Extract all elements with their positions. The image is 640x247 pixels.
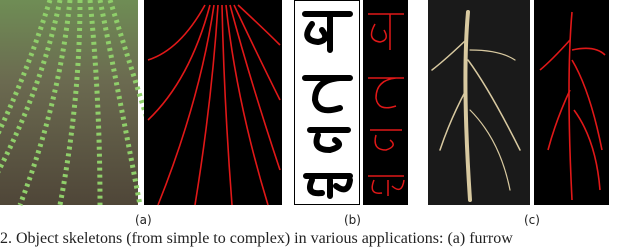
field-skeleton: [144, 0, 282, 206]
field-photo: [0, 0, 163, 206]
panel-label: (b): [344, 213, 361, 227]
panel-label: (a): [135, 213, 152, 227]
root-photo: [428, 0, 530, 205]
caption: 2. Object skeletons (from simple to comp…: [0, 230, 513, 247]
character-images: [294, 0, 408, 205]
panel-label: (c): [524, 213, 540, 227]
root-skeleton: [534, 0, 609, 205]
